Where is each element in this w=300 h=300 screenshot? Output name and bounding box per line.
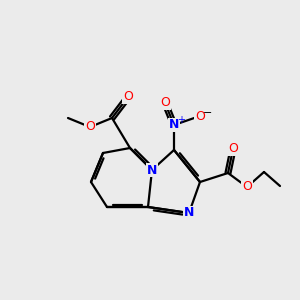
Text: +: + xyxy=(177,115,185,125)
Text: O: O xyxy=(195,110,205,122)
Text: O: O xyxy=(160,97,170,110)
Text: O: O xyxy=(242,181,252,194)
Text: O: O xyxy=(228,142,238,155)
Text: O: O xyxy=(85,121,95,134)
Text: N: N xyxy=(147,164,157,176)
Text: N: N xyxy=(169,118,179,131)
Text: O: O xyxy=(123,91,133,103)
Text: −: − xyxy=(203,108,213,118)
Text: N: N xyxy=(184,206,194,220)
